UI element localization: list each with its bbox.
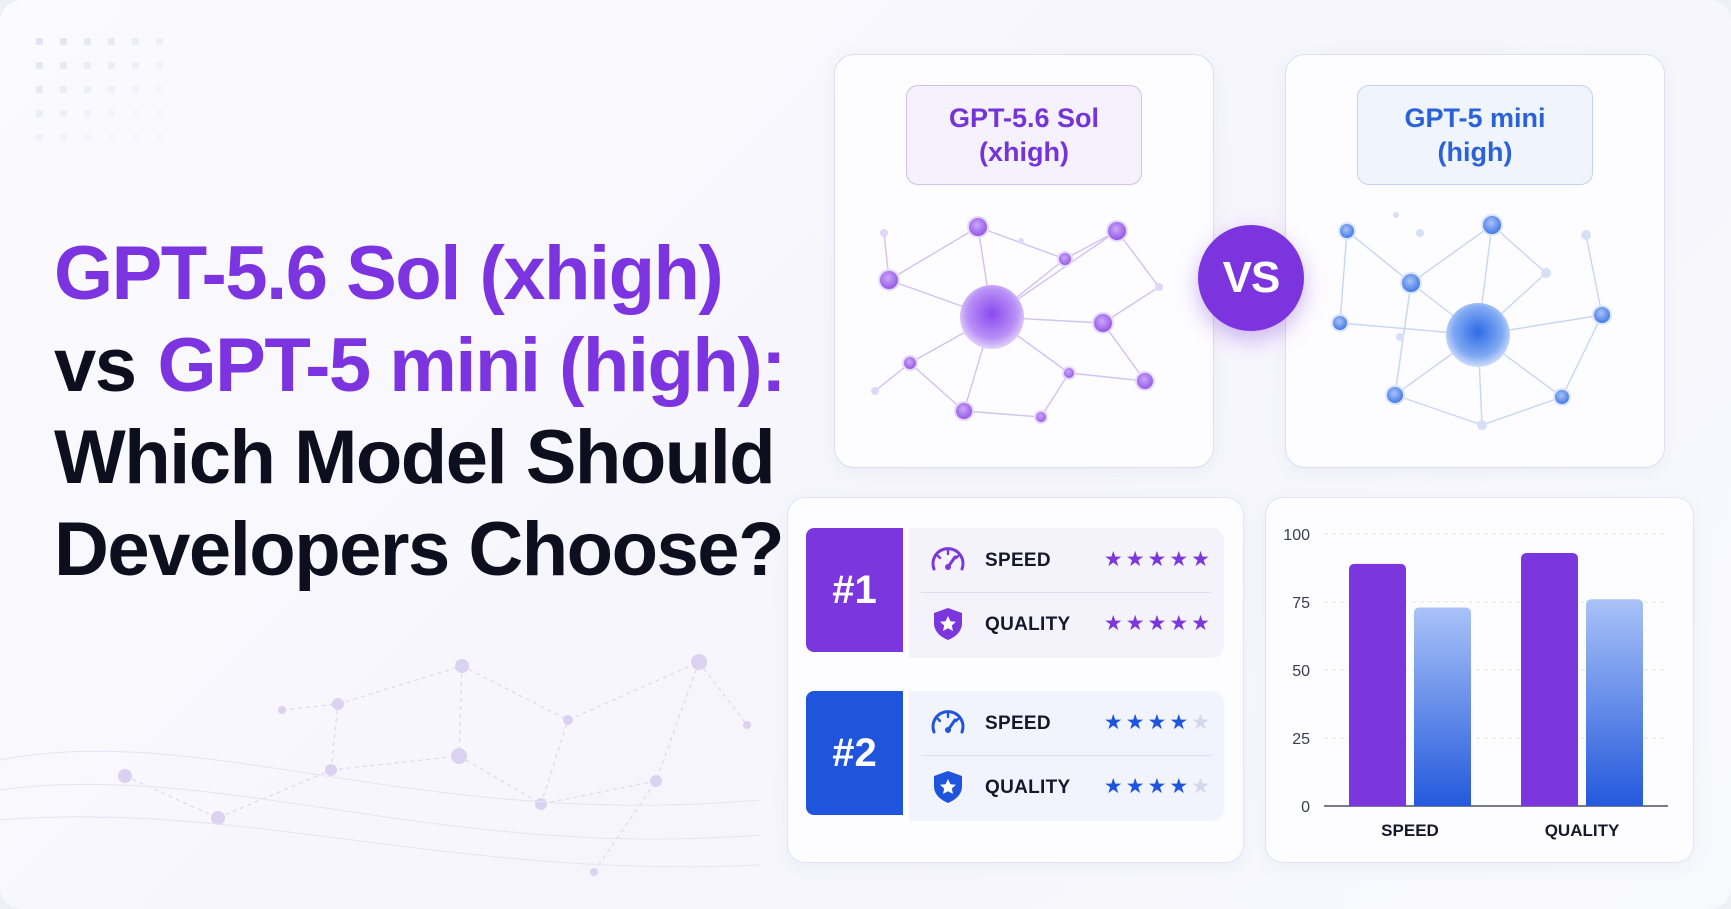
star-rating: ★ ★ ★ ★ ★	[1104, 776, 1210, 798]
headline-question-1: Which Model Should	[54, 415, 776, 500]
star-filled-icon: ★	[1125, 711, 1145, 734]
metric-label: SPEED	[985, 713, 1051, 734]
row-divider	[921, 592, 1211, 593]
y-tick-label: 100	[1283, 527, 1310, 544]
y-tick-label: 0	[1301, 799, 1310, 816]
metric-row-quality: QUALITY ★ ★ ★ ★ ★	[909, 755, 1224, 819]
bar-chart: 0 25 50 75 100 SPEED QUALITY	[1283, 527, 1668, 840]
star-rating: ★ ★ ★ ★ ★	[1104, 712, 1210, 734]
star-filled-icon: ★	[1169, 775, 1189, 798]
headline-vs: vs	[54, 323, 137, 408]
star-filled-icon: ★	[1103, 711, 1123, 734]
metric-row-speed: SPEED ★ ★ ★ ★ ★	[909, 528, 1224, 592]
y-tick-label: 75	[1292, 595, 1310, 612]
star-filled-icon: ★	[1147, 775, 1167, 798]
metric-row-speed: SPEED ★ ★ ★ ★ ★	[909, 691, 1224, 755]
shield-star-icon	[934, 771, 962, 803]
rank-group-2: #2 SPEED ★ ★ ★ ★ ★ QUALITY ★ ★ ★ ★ ★	[806, 691, 1224, 821]
shield-star-icon	[934, 608, 962, 640]
rank-metrics: SPEED ★ ★ ★ ★ ★ QUALITY ★ ★ ★ ★ ★	[909, 528, 1224, 658]
bar-speed-series-1	[1349, 563, 1406, 806]
bar-quality-series-1	[1521, 553, 1578, 806]
headline: GPT-5.6 Sol (xhigh) vs GPT-5 mini (high):…	[54, 228, 794, 596]
star-filled-icon: ★	[1103, 548, 1123, 571]
headline-model-b: GPT-5 mini (high):	[157, 323, 787, 408]
star-filled-icon: ★	[1125, 612, 1145, 635]
star-filled-icon: ★	[1103, 775, 1123, 798]
star-filled-icon: ★	[1169, 711, 1189, 734]
star-filled-icon: ★	[1169, 548, 1189, 571]
metric-label: SPEED	[985, 550, 1051, 571]
model-label-mini: GPT-5 mini (high)	[1357, 85, 1593, 185]
metric-row-quality: QUALITY ★ ★ ★ ★ ★	[909, 592, 1224, 656]
star-filled-icon: ★	[1191, 548, 1210, 571]
star-filled-icon: ★	[1191, 612, 1210, 635]
star-filled-icon: ★	[1103, 612, 1123, 635]
rank-group-1: #1 SPEED ★ ★ ★ ★ ★ QUALITY ★ ★ ★ ★ ★	[806, 528, 1224, 658]
neural-network-icon	[871, 216, 1163, 424]
star-filled-icon: ★	[1147, 711, 1167, 734]
star-rating: ★ ★ ★ ★ ★	[1104, 613, 1210, 635]
model-effort-sol: (xhigh)	[979, 137, 1069, 167]
model-label-sol: GPT-5.6 Sol (xhigh)	[906, 85, 1142, 185]
headline-line-2: vs GPT-5 mini (high):	[54, 320, 794, 412]
headline-question-2: Developers Choose?	[54, 507, 785, 592]
model-card-mini: GPT-5 mini (high)	[1285, 54, 1665, 468]
bar-quality-series-2	[1586, 599, 1643, 806]
bar-speed-series-2	[1414, 607, 1471, 806]
star-filled-icon: ★	[1169, 612, 1189, 635]
rank-badge: #1	[806, 528, 903, 652]
star-filled-icon: ★	[1147, 612, 1167, 635]
star-filled-icon: ★	[1125, 548, 1145, 571]
star-filled-icon: ★	[1147, 548, 1167, 571]
metric-label: QUALITY	[985, 614, 1071, 635]
vs-badge: VS	[1198, 225, 1304, 331]
speedometer-icon	[931, 710, 965, 734]
headline-model-a: GPT-5.6 Sol (xhigh)	[54, 231, 724, 316]
neural-network-icon	[1331, 212, 1612, 430]
model-name-sol: GPT-5.6 Sol	[948, 103, 1100, 133]
y-tick-label: 50	[1292, 663, 1310, 680]
y-tick-label: 25	[1292, 731, 1310, 748]
x-tick-label: QUALITY	[1545, 821, 1620, 840]
model-card-sol: GPT-5.6 Sol (xhigh)	[834, 54, 1214, 468]
star-empty-icon: ★	[1191, 775, 1210, 798]
star-empty-icon: ★	[1191, 711, 1210, 734]
speedometer-icon	[931, 547, 965, 571]
model-name-mini: GPT-5 mini	[1404, 103, 1546, 133]
model-effort-mini: (high)	[1437, 137, 1513, 167]
rank-badge: #2	[806, 691, 903, 815]
star-rating: ★ ★ ★ ★ ★	[1104, 549, 1210, 571]
row-divider	[921, 755, 1211, 756]
metric-label: QUALITY	[985, 777, 1071, 798]
rank-metrics: SPEED ★ ★ ★ ★ ★ QUALITY ★ ★ ★ ★ ★	[909, 691, 1224, 821]
star-filled-icon: ★	[1125, 775, 1145, 798]
ranking-panel: #1 SPEED ★ ★ ★ ★ ★ QUALITY ★ ★ ★ ★ ★ #2 SPEED ★ ★ ★ ★ ★ …	[787, 497, 1244, 863]
bar-chart-panel: 0 25 50 75 100 SPEED QUALITY	[1265, 497, 1694, 863]
x-tick-label: SPEED	[1381, 821, 1439, 840]
